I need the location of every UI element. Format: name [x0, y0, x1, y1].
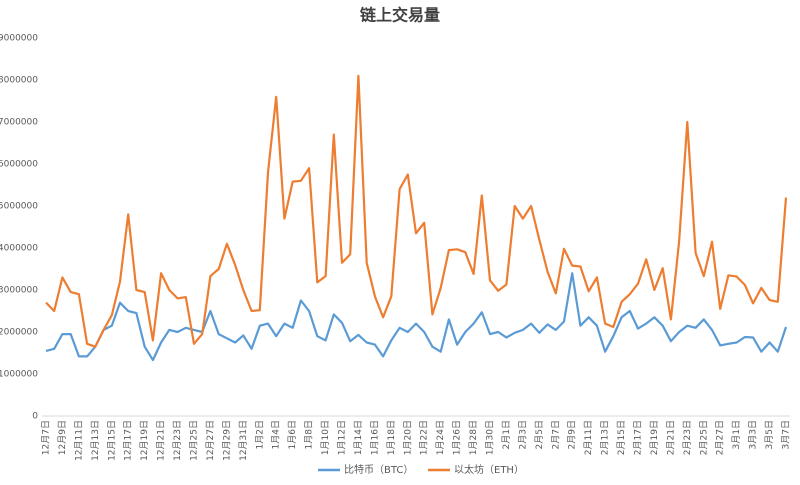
x-tick-label: 2月23日 — [682, 420, 693, 455]
x-tick-label: 2月17日 — [633, 420, 644, 455]
x-tick-label: 1月2日 — [254, 420, 265, 449]
x-tick-label: 1月22日 — [419, 420, 430, 455]
x-tick-label: 1月14日 — [353, 420, 364, 455]
y-tick-label: 9000000 — [0, 34, 38, 44]
x-tick-label: 12月11日 — [73, 420, 84, 461]
x-tick-label: 12月27日 — [205, 420, 216, 461]
y-tick-label: 2000000 — [0, 328, 38, 338]
x-tick-label: 1月4日 — [271, 420, 282, 449]
x-tick-label: 1月12日 — [337, 420, 348, 455]
x-tick-label: 2月19日 — [649, 420, 660, 455]
x-tick-label: 2月9日 — [567, 420, 578, 449]
x-tick-label: 1月16日 — [369, 420, 380, 455]
x-tick-label: 2月1日 — [501, 420, 512, 449]
x-tick-label: 12月7日 — [41, 420, 52, 455]
x-tick-label: 1月8日 — [304, 420, 315, 449]
x-tick-label: 12月13日 — [90, 420, 101, 461]
x-tick-label: 12月15日 — [106, 420, 117, 461]
x-tick-label: 1月20日 — [402, 420, 413, 455]
legend-label: 以太坊（ETH） — [454, 463, 524, 476]
x-tick-label: 1月24日 — [435, 420, 446, 455]
y-tick-label: 6000000 — [0, 160, 38, 170]
y-tick-label: 3000000 — [0, 286, 38, 296]
x-tick-label: 1月18日 — [386, 420, 397, 455]
x-tick-label: 2月15日 — [616, 420, 627, 455]
y-tick-label: 1000000 — [0, 370, 38, 380]
y-tick-label: 0 — [32, 412, 38, 422]
x-tick-label: 2月11日 — [583, 420, 594, 455]
chart-title: 链上交易量 — [360, 6, 440, 25]
y-tick-label: 7000000 — [0, 118, 38, 128]
x-tick-label: 3月7日 — [781, 420, 792, 449]
x-tick-label: 2月7日 — [550, 420, 561, 449]
x-tick-label: 2月5日 — [534, 420, 545, 449]
legend-label: 比特币（BTC） — [344, 464, 413, 476]
line-series — [45, 272, 788, 362]
y-tick-label: 8000000 — [0, 76, 38, 86]
x-tick-label: 12月19日 — [139, 420, 150, 461]
x-tick-label: 12月31日 — [238, 420, 249, 461]
x-tick-label: 2月13日 — [600, 420, 611, 455]
x-tick-label: 1月6日 — [287, 420, 298, 449]
x-tick-label: 3月3日 — [748, 420, 759, 449]
x-tick-label: 12月17日 — [123, 420, 134, 461]
x-tick-label: 1月28日 — [468, 420, 479, 455]
x-tick-label: 2月27日 — [715, 420, 726, 455]
x-tick-label: 12月25日 — [189, 420, 200, 461]
x-tick-label: 12月21日 — [156, 420, 167, 461]
x-tick-label: 1月10日 — [320, 420, 331, 455]
x-tick-label: 12月23日 — [172, 420, 183, 461]
x-tick-label: 2月25日 — [698, 420, 709, 455]
x-tick-label: 3月5日 — [764, 420, 775, 449]
x-tick-label: 1月30日 — [485, 420, 496, 455]
x-tick-label: 12月29日 — [221, 420, 232, 461]
x-tick-label: 12月9日 — [57, 420, 68, 455]
line-series — [45, 74, 788, 348]
x-tick-label: 2月21日 — [665, 420, 676, 455]
x-tick-label: 1月26日 — [452, 420, 463, 455]
x-tick-label: 3月1日 — [731, 420, 742, 449]
y-tick-label: 4000000 — [0, 244, 38, 254]
y-tick-label: 5000000 — [0, 202, 38, 212]
x-tick-label: 2月3日 — [517, 420, 528, 449]
